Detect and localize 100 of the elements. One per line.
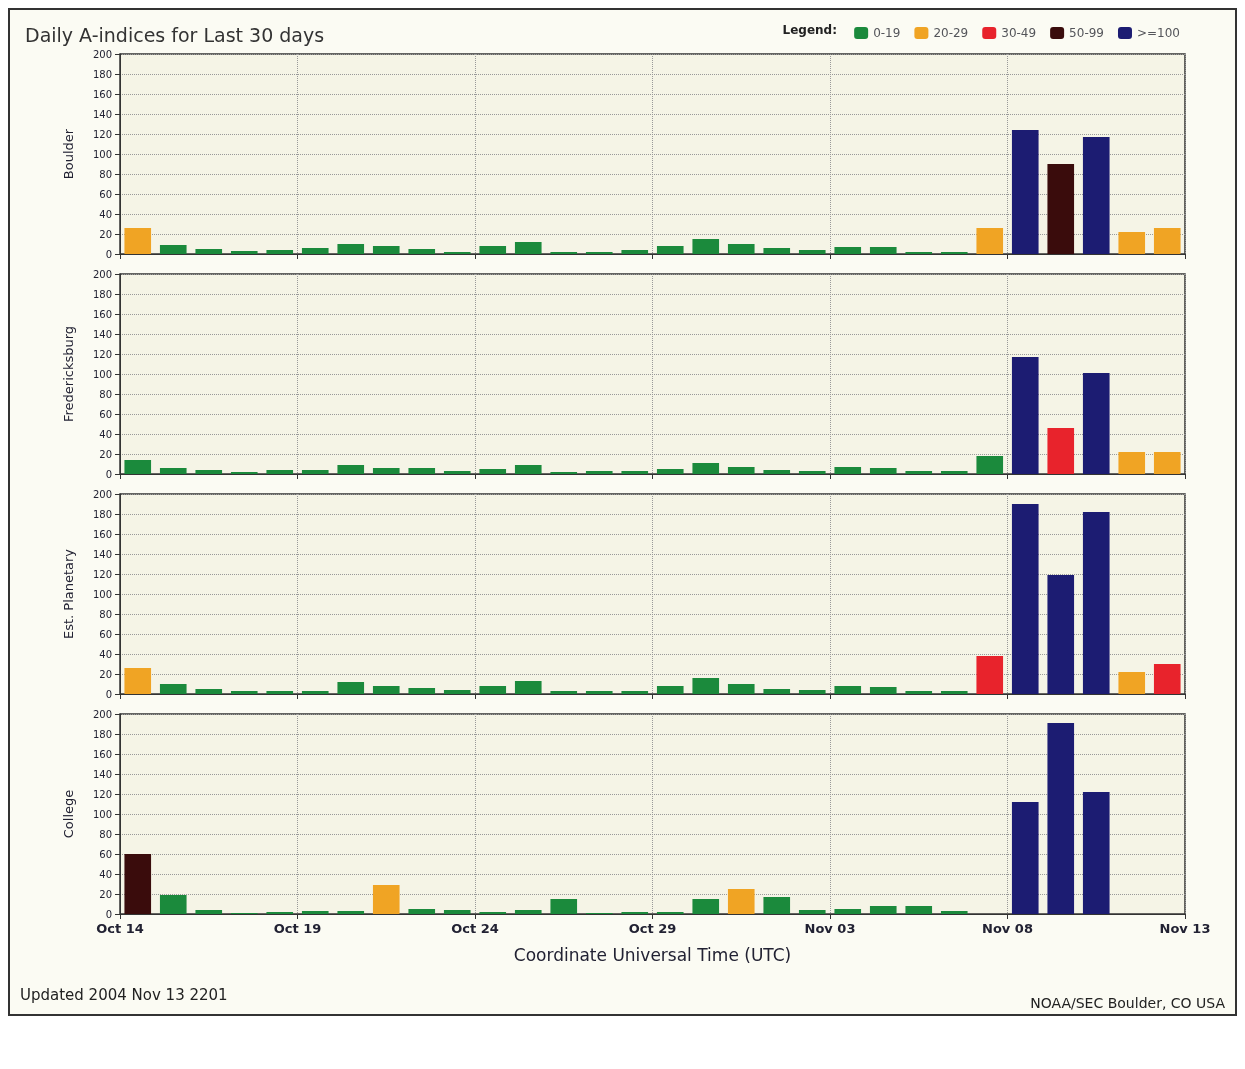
y-tick-label: 120 [92, 568, 112, 580]
y-tick-label: 140 [92, 548, 112, 560]
bar [301, 691, 329, 694]
bar [1082, 137, 1110, 254]
bar [124, 854, 152, 914]
y-tick-label: 100 [92, 368, 112, 380]
bar [1153, 664, 1181, 694]
y-tick-label: 160 [92, 748, 112, 760]
bar [798, 250, 826, 254]
bar [1011, 130, 1039, 254]
bar [798, 471, 826, 474]
bar [869, 687, 897, 694]
y-axis-title: College [61, 789, 76, 839]
x-axis-title: Coordinate Universal Time (UTC) [513, 944, 792, 965]
bar [550, 899, 578, 914]
bar [585, 691, 613, 694]
bar [834, 467, 862, 474]
bar [621, 691, 649, 694]
bar [905, 471, 933, 474]
x-tick-label: Oct 14 [96, 921, 144, 936]
legend-title: Legend: [782, 23, 838, 37]
legend-label: >=100 [1136, 26, 1180, 40]
y-tick-label: 60 [99, 188, 112, 200]
bar [763, 248, 791, 254]
bar [124, 228, 152, 254]
y-tick-label: 180 [92, 508, 112, 520]
bar [1011, 802, 1039, 914]
bar [408, 909, 436, 914]
legend-label: 30-49 [1001, 26, 1037, 40]
x-tick-label: Nov 08 [982, 921, 1033, 936]
bar [443, 910, 471, 914]
y-tick-label: 60 [99, 408, 112, 420]
bar [1118, 232, 1146, 254]
y-axis-title: Fredericksburg [61, 325, 76, 423]
y-tick-label: 0 [105, 248, 112, 260]
bar [337, 465, 365, 474]
y-tick-label: 180 [92, 728, 112, 740]
y-tick-label: 140 [92, 328, 112, 340]
bar [834, 247, 862, 254]
bar [1047, 575, 1075, 694]
bar [1082, 373, 1110, 474]
bar [479, 686, 507, 694]
bar [798, 910, 826, 914]
chart-title: Daily A-indices for Last 30 days [25, 23, 325, 46]
y-axis-title: Est. Planetary [61, 548, 76, 640]
y-tick-label: 120 [92, 788, 112, 800]
y-tick-label: 160 [92, 88, 112, 100]
y-tick-label: 60 [99, 848, 112, 860]
bar [159, 895, 187, 914]
bar [727, 684, 755, 694]
y-axis-title: Boulder [61, 128, 76, 180]
bar [869, 247, 897, 254]
bar [372, 246, 400, 254]
y-tick-label: 100 [92, 808, 112, 820]
bar [514, 242, 542, 254]
bar [692, 678, 720, 694]
y-tick-label: 0 [105, 468, 112, 480]
y-tick-label: 40 [99, 428, 112, 440]
bar [905, 691, 933, 694]
bar [195, 689, 223, 694]
legend-label: 50-99 [1069, 26, 1104, 40]
y-tick-label: 40 [99, 648, 112, 660]
bar [230, 251, 258, 254]
x-tick-label: Nov 03 [804, 921, 856, 936]
bar [514, 681, 542, 694]
bar [656, 246, 684, 254]
bar [1118, 452, 1146, 474]
bar [798, 690, 826, 694]
bar [301, 911, 329, 914]
y-tick-label: 180 [92, 68, 112, 80]
y-tick-label: 20 [99, 228, 112, 240]
bar [727, 467, 755, 474]
y-tick-label: 80 [99, 608, 112, 620]
y-tick-label: 120 [92, 348, 112, 360]
bar [763, 689, 791, 694]
bar [372, 468, 400, 474]
bar [230, 691, 258, 694]
bar [621, 250, 649, 254]
bar [940, 691, 968, 694]
y-tick-label: 160 [92, 528, 112, 540]
bar [337, 682, 365, 694]
bar [834, 909, 862, 914]
y-tick-label: 140 [92, 108, 112, 120]
bar [301, 470, 329, 474]
bar [905, 906, 933, 914]
x-tick-label: Oct 29 [628, 921, 677, 936]
y-tick-label: 100 [92, 588, 112, 600]
bar [479, 246, 507, 254]
bar [940, 911, 968, 914]
y-tick-label: 0 [105, 908, 112, 920]
y-tick-label: 80 [99, 388, 112, 400]
bar [408, 688, 436, 694]
bar [1118, 672, 1146, 694]
bar [301, 248, 329, 254]
bar [337, 911, 365, 914]
bar [1082, 512, 1110, 694]
bar [1047, 723, 1075, 914]
y-tick-label: 0 [105, 688, 112, 700]
bar [408, 468, 436, 474]
bar [266, 250, 294, 254]
